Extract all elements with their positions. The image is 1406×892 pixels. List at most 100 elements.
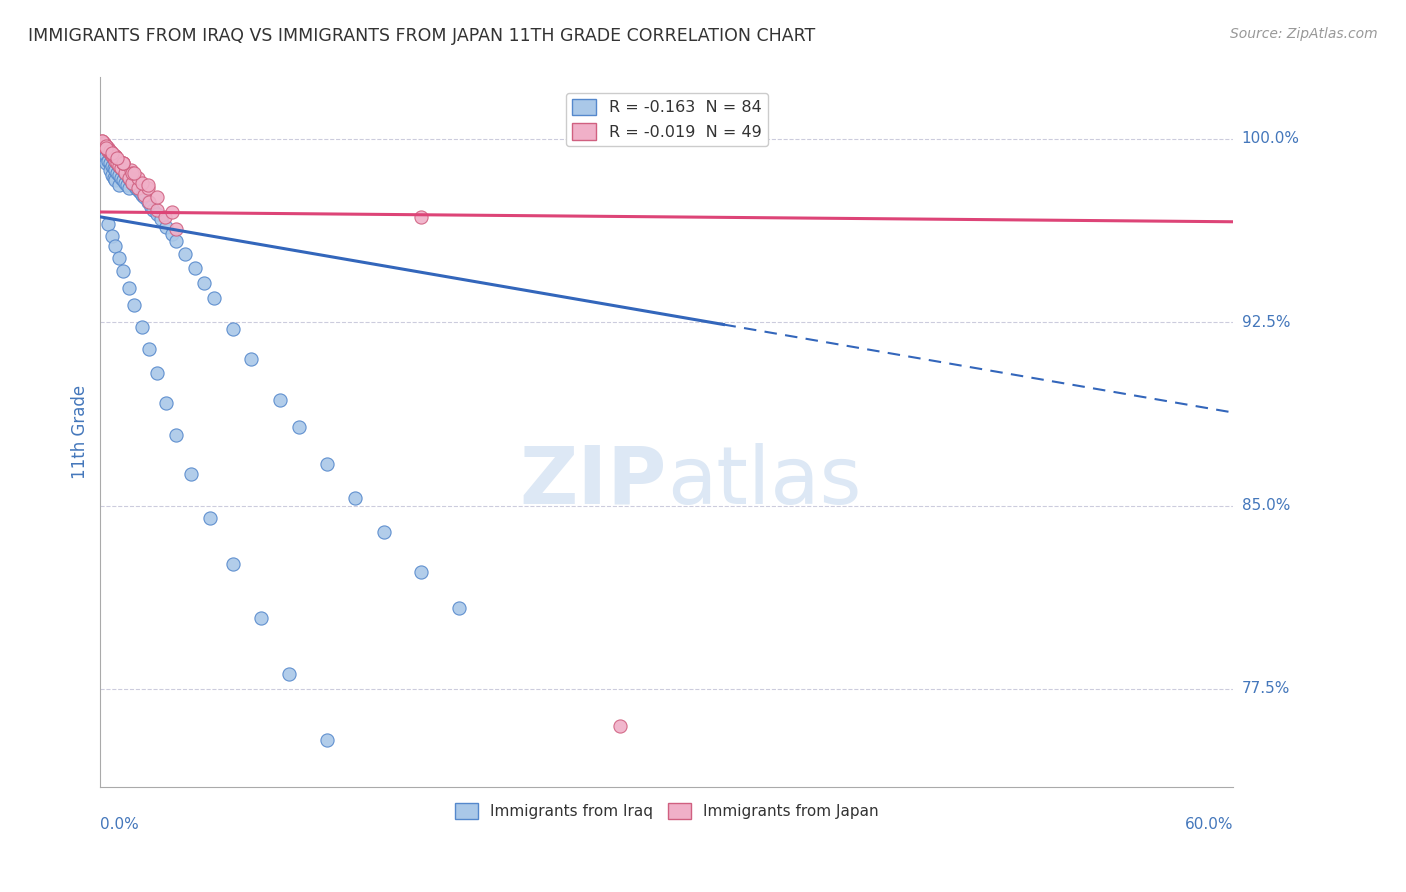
Point xyxy=(94,141,117,155)
Point xyxy=(180,467,202,481)
Point xyxy=(100,149,122,163)
Point xyxy=(100,149,122,163)
Point xyxy=(93,139,115,153)
Legend: Immigrants from Iraq, Immigrants from Japan: Immigrants from Iraq, Immigrants from Ja… xyxy=(449,797,884,825)
Point xyxy=(118,170,141,185)
Point xyxy=(129,186,152,200)
Point xyxy=(91,134,114,148)
Point xyxy=(105,156,128,170)
Point xyxy=(316,733,339,747)
Point xyxy=(108,252,131,266)
Point xyxy=(124,166,146,180)
Point xyxy=(118,180,141,194)
Point xyxy=(124,178,146,192)
Point xyxy=(103,151,125,165)
Point xyxy=(97,141,120,155)
Point xyxy=(108,178,131,192)
Text: 92.5%: 92.5% xyxy=(1241,315,1291,329)
Point xyxy=(97,153,120,168)
Point xyxy=(165,235,187,249)
Point xyxy=(411,210,433,224)
Point xyxy=(146,202,169,217)
Point xyxy=(110,170,132,185)
Point xyxy=(118,170,141,185)
Point xyxy=(142,202,165,217)
Point xyxy=(193,276,215,290)
Point xyxy=(94,139,117,153)
Point xyxy=(105,151,128,165)
Point xyxy=(115,169,138,183)
Point xyxy=(97,217,120,231)
Point xyxy=(131,320,153,334)
Text: Source: ZipAtlas.com: Source: ZipAtlas.com xyxy=(1230,27,1378,41)
Point xyxy=(111,163,134,178)
Point xyxy=(136,195,159,210)
Point xyxy=(138,342,160,356)
Point xyxy=(94,156,117,170)
Point xyxy=(105,166,128,180)
Point xyxy=(132,190,155,204)
Point xyxy=(240,351,263,366)
Point xyxy=(120,173,142,187)
Point xyxy=(146,190,169,204)
Point xyxy=(98,144,121,158)
Y-axis label: 11th Grade: 11th Grade xyxy=(72,385,89,479)
Point xyxy=(111,156,134,170)
Point xyxy=(287,420,309,434)
Point xyxy=(108,159,131,173)
Point xyxy=(125,180,148,194)
Point xyxy=(153,210,176,224)
Point xyxy=(316,457,339,471)
Point xyxy=(769,882,792,892)
Point xyxy=(221,322,243,336)
Point xyxy=(131,176,153,190)
Point xyxy=(165,222,187,236)
Point xyxy=(160,227,183,241)
Text: 0.0%: 0.0% xyxy=(100,817,139,832)
Point xyxy=(132,187,155,202)
Point xyxy=(373,525,395,540)
Point xyxy=(111,173,134,187)
Point xyxy=(344,491,367,506)
Point xyxy=(198,510,221,524)
Point xyxy=(131,187,153,202)
Point xyxy=(93,146,115,161)
Point xyxy=(221,558,243,572)
Point xyxy=(104,153,127,168)
Point xyxy=(104,239,127,253)
Point xyxy=(94,149,117,163)
Point xyxy=(98,146,121,161)
Point xyxy=(105,156,128,170)
Text: ZIP: ZIP xyxy=(520,442,666,521)
Point xyxy=(136,178,159,192)
Point xyxy=(111,156,134,170)
Point xyxy=(97,144,120,158)
Point xyxy=(100,146,122,161)
Point xyxy=(363,806,385,821)
Point xyxy=(121,176,143,190)
Point xyxy=(98,144,121,158)
Point xyxy=(100,169,122,183)
Text: IMMIGRANTS FROM IRAQ VS IMMIGRANTS FROM JAPAN 11TH GRADE CORRELATION CHART: IMMIGRANTS FROM IRAQ VS IMMIGRANTS FROM … xyxy=(28,27,815,45)
Point xyxy=(165,427,187,442)
Point xyxy=(114,176,136,190)
Point xyxy=(155,396,177,410)
Point xyxy=(93,151,115,165)
Point xyxy=(103,161,125,175)
Point xyxy=(98,146,121,161)
Point xyxy=(278,667,301,681)
Point xyxy=(121,166,143,180)
Point xyxy=(124,298,146,312)
Point xyxy=(141,200,163,214)
Point xyxy=(100,159,122,173)
Point xyxy=(94,141,117,155)
Point xyxy=(160,205,183,219)
Point xyxy=(94,141,117,155)
Point xyxy=(104,149,127,163)
Point xyxy=(120,163,142,178)
Point xyxy=(104,149,127,163)
Point xyxy=(98,163,121,178)
Point xyxy=(110,161,132,175)
Point xyxy=(110,161,132,175)
Point xyxy=(103,170,125,185)
